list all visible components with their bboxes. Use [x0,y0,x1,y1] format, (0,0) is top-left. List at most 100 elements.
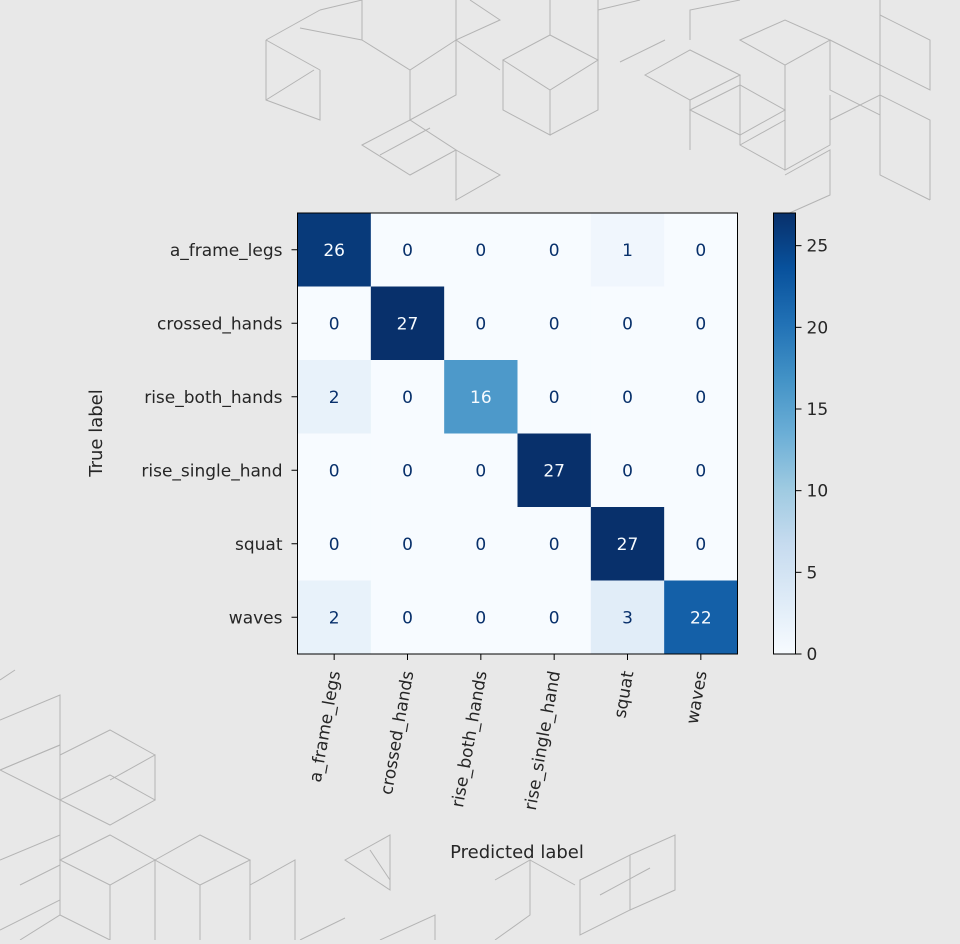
background-pattern-line [19,900,111,941]
heatmap-cell [370,286,445,361]
background-pattern-line [619,39,742,150]
heatmap-cell [370,360,445,434]
background-pattern-line [494,859,576,941]
colorbar-tick-label: 0 [807,645,818,665]
heatmap-cell [370,580,445,655]
heatmap-cell [664,213,738,287]
background-pattern-line [0,834,61,931]
heatmap-cell [517,360,592,434]
cell-value-label: 27 [617,535,639,555]
cell-value-label: 0 [622,461,633,481]
heatmap-cell [517,286,592,361]
y-tick-label: a_frame_legs [170,241,283,261]
cell-value-label: 0 [402,608,413,628]
background-pattern-line [319,0,457,121]
cell-value-label: 0 [549,314,560,334]
heatmap-cell [517,580,592,655]
heatmap-cell [297,360,372,434]
y-tick-label: squat [235,535,283,555]
cell-value-label: 0 [695,388,706,408]
cell-value-label: 27 [543,461,565,481]
cell-value-label: 0 [475,608,486,628]
heatmap-cell [590,580,665,655]
cell-value-label: 22 [690,608,712,628]
cell-value-label: 27 [397,314,419,334]
heatmap-cell [444,580,518,655]
cell-value-label: 0 [402,535,413,555]
y-tick-label: crossed_hands [157,314,283,334]
background-pattern-line [59,729,156,800]
x-tick-label: rise_both_hands [448,669,492,809]
cell-value-label: 26 [323,241,345,261]
y-axis-label: True label [86,389,107,478]
heatmap-cell [444,213,518,287]
background-pattern-line [455,0,502,71]
cell-value-label: 0 [695,241,706,261]
x-tick-label: squat [610,669,638,720]
background-pattern-line [502,34,600,136]
background-pattern-line [689,0,832,115]
heatmap-cell [444,507,518,581]
cell-value-label: 16 [470,388,492,408]
cell-value-label: 0 [402,388,413,408]
background-pattern-line [153,834,296,940]
cell-value-label: 0 [402,461,413,481]
cell-value-label: 2 [329,608,340,628]
cell-value-label: 1 [622,241,633,261]
background-pattern-line [265,27,363,101]
heatmap-cell [370,213,445,287]
background-pattern-line [688,84,831,171]
cell-value-label: 3 [622,608,633,628]
x-tick-label: crossed_hands [377,669,419,796]
heatmap-cell [664,507,738,581]
heatmap-cell-labels: 26 0 0 0 1 0 0 27 0 0 0 0 2 0 16 0 0 0 0 0 0 27 0 0 0 0 0 0 27 0 2 0 0 0 3… [323,241,711,629]
x-tick-label: a_frame_legs [306,669,345,784]
cell-value-label: 0 [329,535,340,555]
cell-value-label: 0 [475,461,486,481]
colorbar-tick-label: 15 [807,400,829,420]
colorbar-tick-label: 10 [807,482,829,502]
cell-value-label: 0 [402,241,413,261]
heatmap-cell [444,360,518,434]
cell-value-label: 0 [622,314,633,334]
heatmap-cell [590,360,665,434]
background-pattern-line [344,834,391,891]
cell-value-label: 0 [329,461,340,481]
heatmap-cell [297,286,372,361]
colorbar-ticks: 0 5 10 15 20 25 [795,237,829,665]
background-pattern-line [0,744,157,860]
cell-value-label: 0 [695,461,706,481]
cell-value-label: 0 [622,388,633,408]
colorbar-tick-label: 25 [807,237,829,257]
x-tick-label: waves [683,669,712,725]
cell-value-label: 0 [475,314,486,334]
heatmap-cell [664,286,738,361]
heatmap-cell [664,360,738,434]
background-pattern-line [579,834,676,936]
heatmap-cell [590,433,665,508]
background-pattern-line [739,100,786,171]
heatmap-cell [370,433,445,508]
cell-value-label: 0 [475,535,486,555]
colorbar [773,212,796,655]
heatmap-cell [297,213,372,287]
y-tick-label: waves [229,608,283,628]
background-line-pattern [0,0,931,941]
heatmap-cell [517,507,592,581]
heatmap-cell [517,433,592,508]
cell-value-label: 2 [329,388,340,408]
heatmap-cell [297,580,372,655]
colorbar-tick-label: 20 [807,318,829,338]
y-tick-label: rise_both_hands [144,388,282,408]
cell-value-label: 0 [549,608,560,628]
background-pattern-line [299,914,436,941]
x-tick-label: rise_single_hand [521,669,565,811]
heatmap-cell [297,433,372,508]
heatmap-cell [590,213,665,287]
y-axis-ticks: a_frame_legs crossed_hands rise_both_hands… [141,241,298,628]
y-tick-label: rise_single_hand [141,461,282,481]
heatmap-cell [517,213,592,287]
colorbar-tick-label: 5 [807,563,818,583]
